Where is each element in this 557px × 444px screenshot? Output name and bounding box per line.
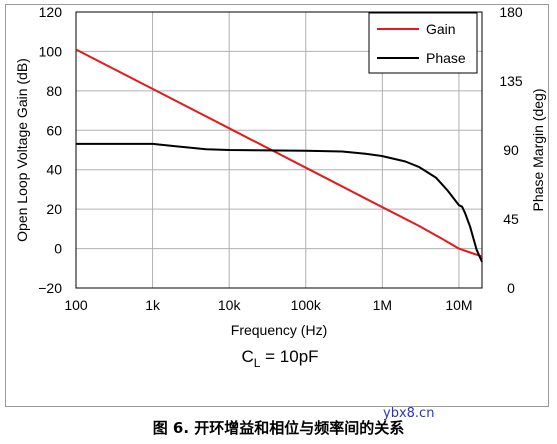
y-axis-title: Open Loop Voltage Gain (dB) (14, 58, 30, 242)
y2-tick-label: 135 (499, 73, 523, 89)
y-tick-label: 40 (46, 162, 62, 178)
x-tick-label: 10k (218, 297, 242, 313)
y2-tick-label: 45 (503, 211, 519, 227)
x-tick-label: 10M (445, 297, 472, 313)
y2-axis-title: Phase Margin (deg) (530, 89, 546, 212)
load-capacitance-annotation: CL = 10pF (241, 347, 318, 370)
y-tick-label: −20 (38, 280, 62, 296)
y2-tick-label: 90 (503, 142, 519, 158)
series-line-gain (75, 48, 483, 258)
y-tick-label: 120 (39, 4, 63, 20)
x-tick-label: 100 (64, 297, 88, 313)
legend-box (368, 12, 478, 74)
chart: −20 0 20 40 60 80 100 120 0 45 90 135 180 100 1k 10k 100… (14, 4, 546, 370)
watermark: ybx8.cn (383, 406, 435, 421)
x-tick-label: 100k (291, 297, 322, 313)
figure-caption: 图 6. 开环增益和相位与频率间的关系 (152, 419, 405, 437)
y-tick-label: 80 (46, 83, 62, 99)
x-tick-label: 1k (145, 297, 161, 313)
x-axis-title: Frequency (Hz) (231, 322, 327, 338)
legend-label-phase: Phase (426, 50, 466, 66)
y-tick-label: 0 (54, 241, 62, 257)
y-tick-label: 100 (39, 43, 63, 59)
series-line-phase (76, 142, 483, 263)
y-tick-label: 20 (46, 201, 62, 217)
y-tick-label: 60 (46, 122, 62, 138)
legend-label-gain: Gain (426, 21, 456, 37)
figure-frame (5, 4, 549, 407)
y2-tick-label: 0 (507, 280, 515, 296)
x-tick-label: 1M (373, 297, 392, 313)
y2-tick-label: 180 (499, 4, 523, 20)
plot-area (75, 11, 483, 289)
